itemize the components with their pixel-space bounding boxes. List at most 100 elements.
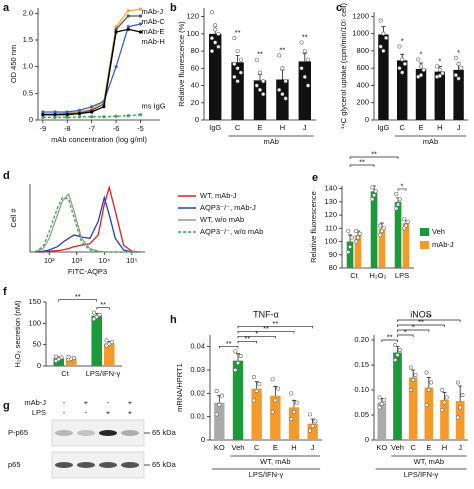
blot-band (77, 430, 95, 436)
data-point (251, 374, 256, 379)
y-tick-label: 0 (365, 115, 369, 124)
chart-title: TNF-α (253, 309, 279, 319)
condition-sign: - (107, 398, 110, 407)
bracket (349, 164, 375, 167)
data-point (307, 412, 312, 417)
y-axis-label: Relative fluorescence (%) (177, 21, 186, 107)
y-tick-label: 0 (29, 115, 33, 124)
data-point (232, 74, 237, 79)
data-point (408, 365, 413, 370)
data-point (213, 23, 218, 28)
bar (415, 69, 427, 120)
y-tick-label: 0.01 (190, 412, 205, 421)
data-point (280, 66, 285, 71)
data-point (402, 217, 407, 222)
group-label: WT, mAb (260, 457, 290, 466)
data-point (355, 235, 360, 240)
condition-sign: + (84, 398, 89, 407)
marker (77, 115, 82, 119)
marker (90, 115, 94, 119)
data-point (411, 377, 416, 382)
data-point (257, 87, 262, 92)
blot-band (99, 462, 117, 468)
y-tick-label: 20 (191, 98, 199, 107)
x-tick-label: Veh (232, 443, 245, 452)
data-point (91, 317, 96, 322)
x-axis-label: mAb concentration (log g/ml) (51, 135, 147, 144)
bracket (96, 307, 110, 310)
data-point (400, 70, 405, 75)
x-tick-label: Veh (391, 443, 404, 452)
legend-label: WT, w/o mAb (200, 215, 244, 224)
marker (114, 65, 118, 69)
legend-label: mAb-J (141, 7, 163, 16)
legend-label: mAb-H (141, 37, 164, 46)
group-label: LPS/IFN-γ (404, 470, 439, 479)
bracket (58, 299, 98, 302)
data-point (220, 393, 225, 398)
condition-sign: - (63, 408, 66, 417)
data-point (53, 354, 58, 359)
bar (440, 400, 449, 440)
legend-label: ms IgG (141, 102, 165, 111)
data-point (213, 27, 218, 32)
significance: ** (359, 157, 365, 166)
data-point (283, 79, 288, 84)
blot-band (55, 462, 73, 468)
data-point (455, 380, 460, 385)
series-line (34, 192, 141, 253)
data-point (294, 400, 299, 405)
data-point (313, 419, 318, 424)
blot-band (99, 430, 117, 436)
bar (354, 234, 362, 268)
data-point (53, 358, 58, 363)
data-point (418, 64, 423, 69)
x-tick-label: Ct (350, 271, 358, 280)
blot-band (121, 462, 139, 468)
group-label: LPS/IFN-γ (249, 470, 284, 479)
significance: ** (418, 317, 424, 326)
data-point (370, 185, 375, 190)
condition-sign: - (85, 408, 88, 417)
data-point (217, 402, 222, 407)
data-point (91, 310, 96, 315)
data-point (370, 197, 375, 202)
y-tick-label: 60 (191, 63, 199, 72)
marker (138, 113, 143, 117)
y-axis-label: Cell # (9, 208, 18, 228)
panel-letter: d (3, 170, 10, 182)
marker (41, 110, 45, 114)
data-point (254, 57, 259, 62)
significance: ** (75, 292, 81, 301)
data-point (426, 387, 431, 392)
marker (53, 113, 57, 117)
data-point (393, 357, 398, 362)
data-point (393, 342, 398, 347)
marker (138, 30, 143, 34)
condition-label: mAb-J (24, 398, 46, 407)
legend-label: WT, mAb-J (200, 191, 237, 200)
x-tick-label: H (442, 443, 447, 452)
y-tick-label: 100 (28, 318, 41, 327)
x-tick-label: LPS/IFN-γ (86, 369, 121, 378)
band-label: p65 (8, 460, 21, 469)
x-tick-label: H (291, 443, 296, 452)
x-tick-label: -9 (40, 124, 47, 133)
data-point (306, 83, 311, 88)
data-point (394, 206, 399, 211)
significance: ** (387, 332, 393, 341)
data-point (413, 372, 418, 377)
data-point (72, 355, 77, 360)
data-point (254, 388, 259, 393)
bar (402, 223, 410, 268)
y-tick-label: 90 (329, 250, 337, 259)
significance: ** (279, 45, 285, 54)
data-point (456, 61, 461, 66)
significance: * (420, 50, 423, 59)
bar (455, 401, 465, 440)
y-tick-label: 80 (191, 46, 199, 55)
data-point (277, 87, 282, 92)
panel-letter: g (3, 400, 10, 412)
data-point (458, 405, 463, 410)
y-tick-label: 400 (356, 80, 369, 89)
